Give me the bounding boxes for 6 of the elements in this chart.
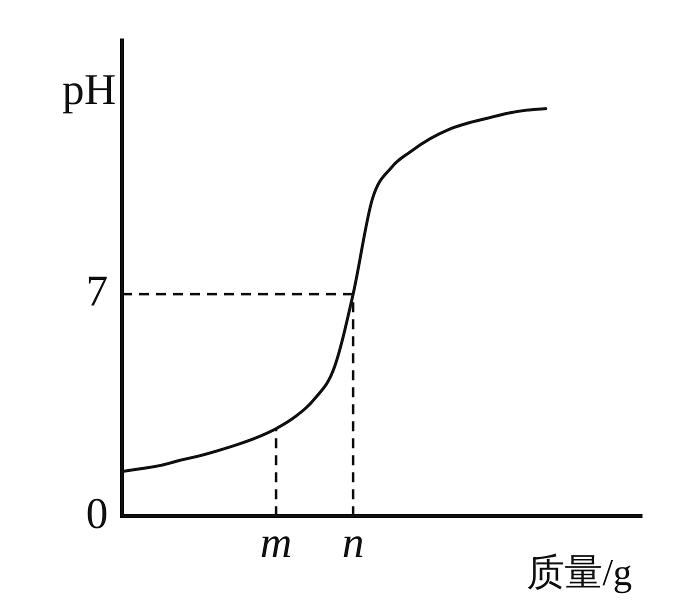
y-tick-label: 7 [86, 266, 108, 316]
y-axis-title: pH [62, 64, 116, 114]
x-tick-label: n [342, 518, 364, 568]
x-axis-title: 质量/g [526, 552, 632, 594]
y-tick-label: 0 [86, 488, 108, 538]
x-tick-label: m [260, 518, 292, 568]
